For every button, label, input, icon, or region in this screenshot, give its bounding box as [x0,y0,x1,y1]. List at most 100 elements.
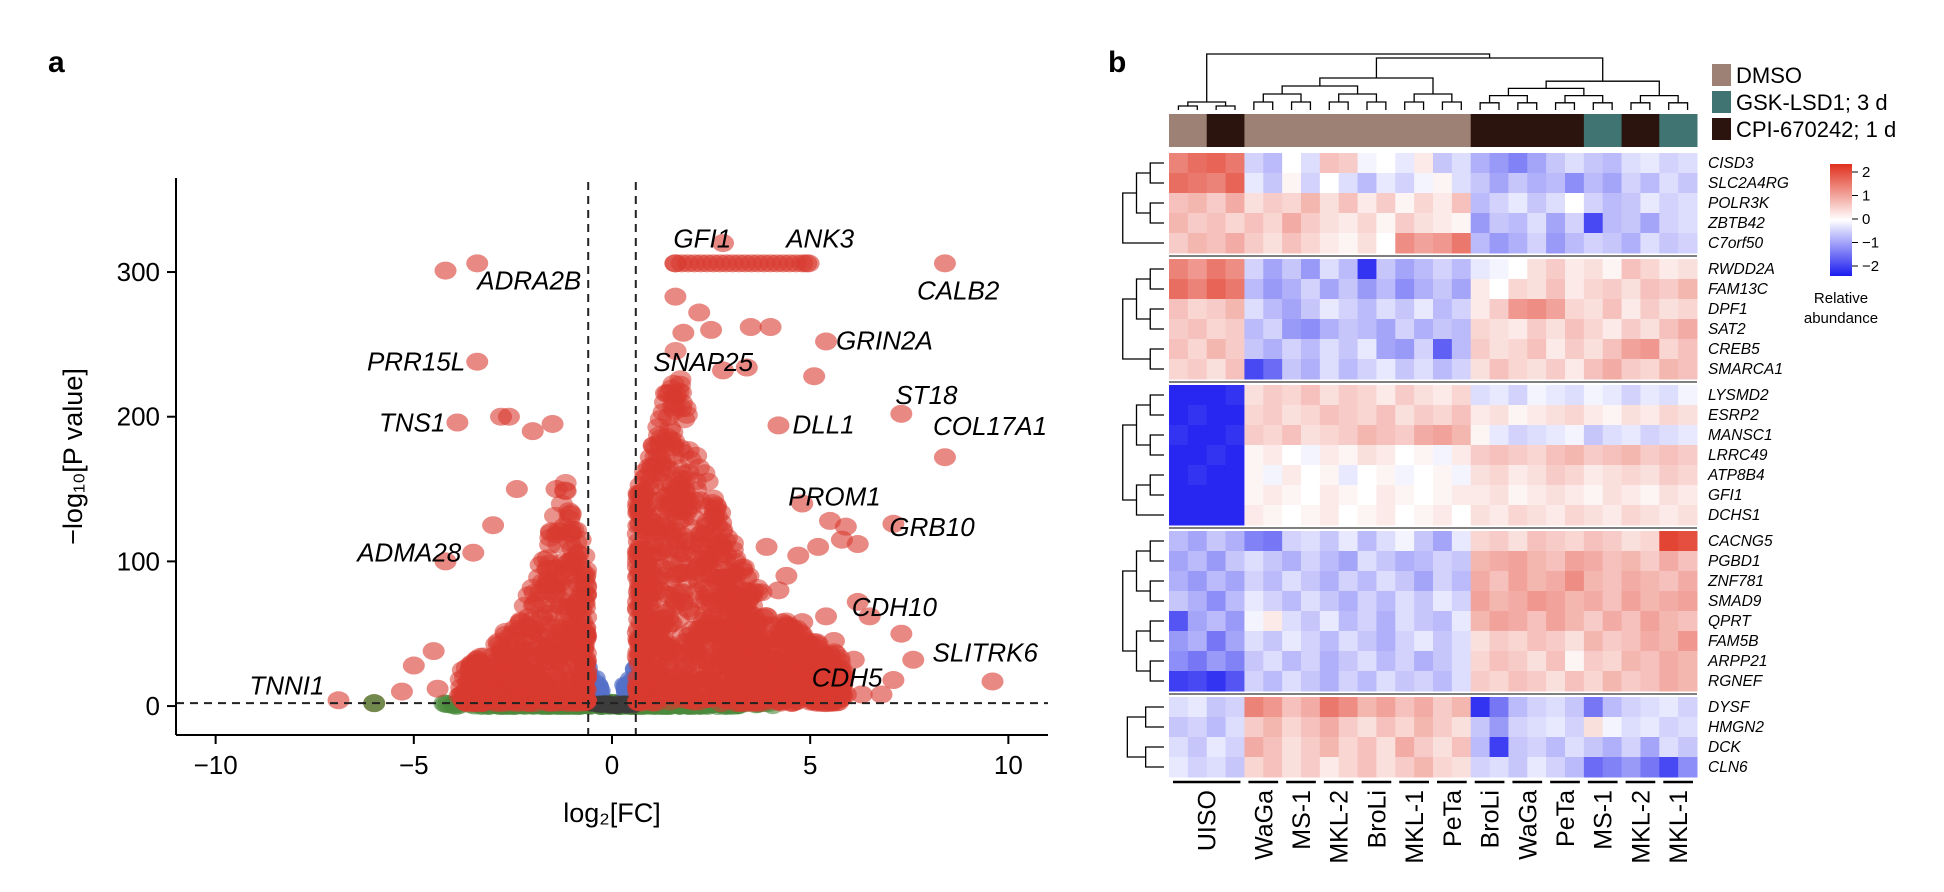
heatmap-cell [1187,233,1208,254]
heatmap-cell [1546,631,1566,652]
heatmap-cell [1678,757,1698,778]
heatmap-cell [1301,233,1321,254]
treatment-cell [1187,114,1208,147]
heatmap-cell [1395,339,1415,360]
point-significant [666,531,689,550]
heatmap-cell [1319,193,1340,214]
treatment-cell [1414,114,1434,147]
heatmap-cell [1414,697,1434,718]
heatmap-cell [1301,631,1321,652]
heatmap-cell [1206,173,1227,194]
point-significant [531,637,554,656]
y-tick-label: 0 [146,691,160,721]
heatmap-cell [1187,697,1208,718]
heatmap-cell [1395,717,1415,738]
heatmap-cell [1414,425,1434,446]
point-significant [858,607,881,626]
point-significant [544,665,567,684]
point-significant [536,604,559,623]
dendrogram-link [1206,53,1491,102]
heatmap-cell [1602,737,1623,758]
heatmap-cell [1395,651,1415,672]
heatmap-cell [1338,465,1359,486]
scale-tick-label: 1 [1862,188,1870,205]
heatmap-cell [1338,737,1359,758]
point-significant [636,621,659,640]
heatmap-cell [1301,359,1321,380]
heatmap-cell [1527,485,1547,506]
heatmap-cell [1225,339,1245,360]
heatmap-cell [1225,505,1245,526]
heatmap-cell [1357,611,1377,632]
heatmap-cell [1659,697,1679,718]
heatmap-cell [1546,571,1566,592]
heatmap-cell [1565,531,1585,552]
heatmap-cell [1583,651,1604,672]
heatmap-cell [1508,651,1528,672]
heatmap-cell [1376,153,1396,174]
heatmap-cell [1678,385,1698,406]
row-label: ZBTB42 [1707,215,1765,232]
heatmap-cell [1470,319,1491,340]
heatmap-cell [1395,551,1415,572]
heatmap-cell [1546,505,1566,526]
heatmap-cell [1225,213,1245,234]
heatmap-cell [1263,485,1283,506]
x-axis-title: log₂[FC] [563,798,661,828]
heatmap-cell [1357,193,1377,214]
heatmap-cell [1546,425,1566,446]
heatmap-cell [1546,465,1566,486]
heatmap-cell [1301,153,1321,174]
point-significant [502,676,525,695]
heatmap-cell [1301,485,1321,506]
heatmap-cell [1470,505,1491,526]
heatmap-cell [1659,319,1679,340]
treatment-cell [1301,114,1321,147]
heatmap-cell [1640,717,1660,738]
heatmap-cell [1357,505,1377,526]
point-significant [642,436,665,455]
heatmap-cell [1433,213,1453,234]
heatmap-cell [1301,717,1321,738]
heatmap-cell [1565,359,1585,380]
point-significant [745,692,768,711]
heatmap-cell [1489,339,1509,360]
dendrogram-link [1149,268,1164,290]
y-tick-label: 100 [117,546,160,576]
heatmap-cell [1376,193,1396,214]
heatmap-cell [1508,233,1528,254]
heatmap-cell [1508,259,1528,280]
heatmap-cell [1244,717,1264,738]
heatmap-cell [1282,213,1302,234]
heatmap-cell [1357,153,1377,174]
column-label: WaGa [1514,790,1542,860]
row-label: HMGN2 [1708,719,1764,736]
dendrogram-link [1149,348,1164,370]
heatmap-cell [1206,551,1227,572]
heatmap-cell [1301,465,1321,486]
heatmap-cell [1319,173,1340,194]
heatmap-cell [1470,737,1491,758]
heatmap-cell [1206,299,1227,320]
heatmap-cell [1678,671,1698,692]
heatmap-cell [1640,737,1660,758]
heatmap-cell [1433,505,1453,526]
row-label: CISD3 [1708,155,1754,172]
heatmap-cell [1282,233,1302,254]
heatmap-cell [1451,299,1472,320]
heatmap-cell [1187,505,1208,526]
heatmap-cell [1357,405,1377,426]
dendrogram-link [1517,102,1538,110]
threshold-lines [176,182,1048,735]
dendrogram-link [1145,706,1164,728]
heatmap-cell [1583,757,1604,778]
point-significant [698,588,721,607]
heatmap-cell [1225,233,1245,254]
row-label: PGBD1 [1708,553,1761,570]
gene-labels: GFI1 ANK3 ADRA2B CALB2 SNAP25 GRIN2A PRR15L ST1… [249,223,1047,700]
treatment-cell [1282,114,1302,147]
heatmap-cell [1282,571,1302,592]
point-significant [708,545,731,564]
row-label: GFI1 [1708,487,1742,504]
